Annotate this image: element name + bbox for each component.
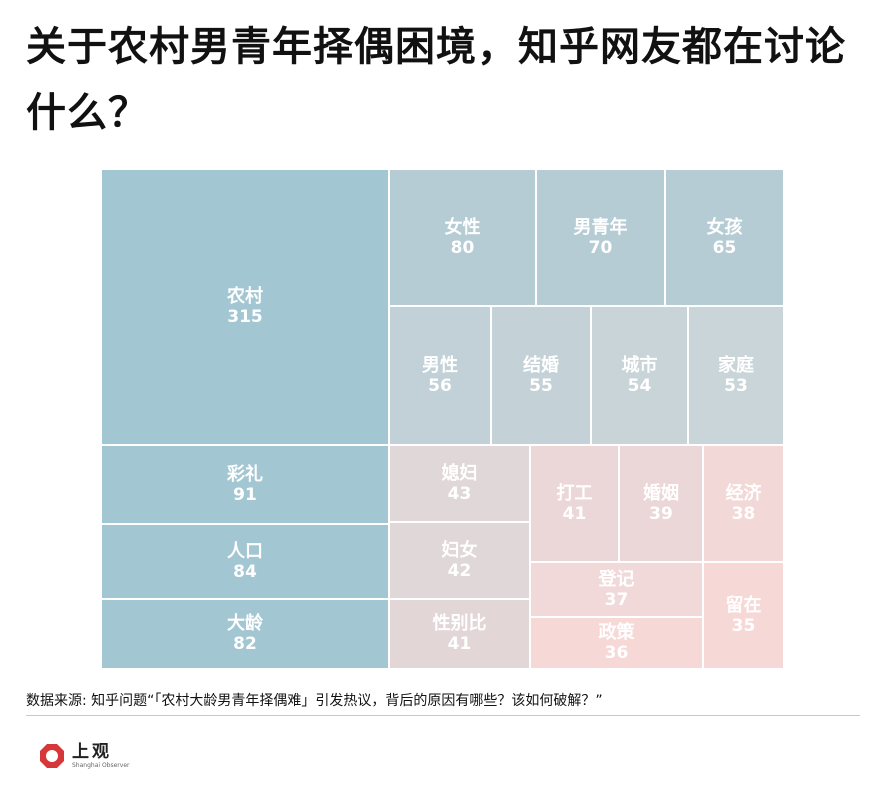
shanghai-observer-logo: 上观 Shanghai Observer [38, 742, 129, 770]
treemap-cell: 结婚 55 [491, 306, 591, 445]
cell-label: 彩礼 [227, 463, 263, 485]
cell-value: 53 [724, 375, 748, 396]
treemap-cell: 经济 38 [703, 445, 784, 562]
cell-label: 经济 [725, 482, 762, 504]
cell-label: 农村 [227, 286, 263, 307]
treemap-cell: 性别比 41 [389, 599, 530, 669]
cell-value: 36 [604, 643, 629, 663]
cell-label: 政策 [598, 622, 635, 643]
logo-mark-icon [40, 744, 64, 768]
treemap-cell: 打工 41 [530, 445, 619, 562]
treemap-cell: 登记 37 [530, 562, 703, 617]
cell-label: 媳妇 [441, 462, 478, 484]
cell-label: 城市 [621, 354, 658, 376]
divider [26, 715, 860, 716]
treemap-cell: 城市 54 [591, 306, 688, 445]
cell-label: 家庭 [718, 354, 754, 376]
treemap-cell: 婚姻 39 [619, 445, 703, 562]
treemap-cell: 农村 315 [101, 169, 389, 445]
cell-value: 35 [731, 615, 756, 636]
cell-label: 性别比 [432, 613, 487, 634]
treemap-cell: 家庭 53 [688, 306, 784, 445]
treemap-cell: 女性 80 [389, 169, 536, 306]
cell-label: 打工 [556, 482, 593, 504]
logo-subtext: Shanghai Observer [72, 762, 130, 769]
cell-value: 65 [712, 237, 737, 258]
cell-value: 37 [604, 589, 629, 610]
treemap-cell: 男青年 70 [536, 169, 665, 306]
treemap-cell: 女孩 65 [665, 169, 784, 306]
cell-value: 39 [649, 503, 673, 524]
logo-text: 上观 [72, 742, 112, 762]
treemap-cell: 大龄 82 [101, 599, 389, 669]
treemap-cell: 媳妇 43 [389, 445, 530, 522]
cell-label: 女性 [444, 216, 481, 238]
treemap-cell: 男性 56 [389, 306, 491, 445]
treemap-cell: 留在 35 [703, 562, 784, 669]
cell-value: 38 [731, 503, 756, 524]
cell-label: 留在 [725, 594, 762, 616]
treemap-cell: 人口 84 [101, 524, 389, 599]
cell-value: 41 [562, 503, 587, 524]
cell-value: 43 [447, 483, 472, 504]
cell-value: 41 [447, 634, 472, 654]
cell-value: 84 [233, 561, 257, 582]
cell-label: 大龄 [227, 613, 263, 634]
cell-label: 男性 [422, 354, 458, 376]
cell-value: 91 [233, 484, 257, 505]
treemap-cell: 妇女 42 [389, 522, 530, 599]
cell-label: 婚姻 [643, 482, 679, 504]
cell-label: 登记 [598, 568, 635, 590]
treemap-chart: 农村 315 彩礼 91 人口 84 大龄 82 女性 80 男青年 70 女孩 65 男性 56 结婚 55 城市… [101, 169, 784, 669]
cell-value: 82 [233, 634, 257, 654]
cell-value: 56 [428, 375, 452, 396]
cell-label: 女孩 [706, 216, 743, 238]
cell-value: 70 [588, 237, 613, 258]
treemap-cell: 彩礼 91 [101, 445, 389, 524]
cell-value: 55 [529, 375, 553, 396]
cell-label: 男青年 [573, 216, 628, 238]
cell-label: 人口 [227, 540, 263, 562]
cell-label: 妇女 [441, 539, 478, 561]
treemap-cell: 政策 36 [530, 617, 703, 669]
cell-label: 结婚 [523, 354, 559, 376]
cell-value: 54 [627, 375, 652, 396]
cell-value: 315 [227, 307, 263, 327]
chart-title: 关于农村男青年择偶困境，知乎网友都在讨论什么？ [26, 24, 846, 136]
cell-value: 80 [450, 237, 475, 258]
data-source-note: 数据来源: 知乎问题“「农村大龄男青年择偶难」引发热议，背后的原因有哪些？该如何… [26, 693, 603, 709]
cell-value: 42 [447, 560, 472, 581]
